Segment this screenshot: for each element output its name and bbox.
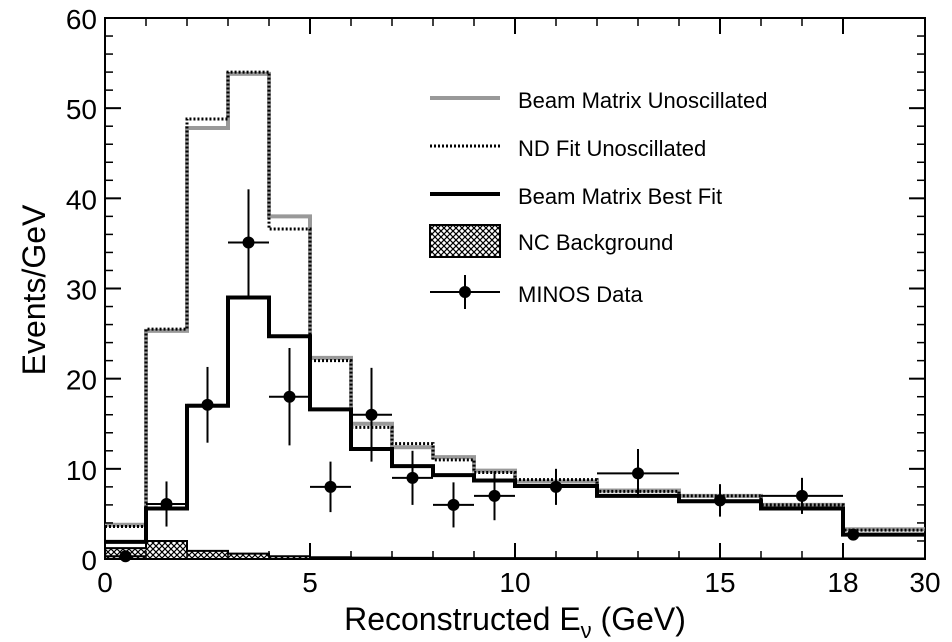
x-tick-label: 10 (499, 567, 530, 598)
data-point (406, 471, 419, 484)
y-tick-label: 0 (81, 545, 97, 576)
y-tick-label: 20 (66, 365, 97, 396)
y-axis-label: Events/GeV (16, 204, 52, 375)
y-tick-label: 10 (66, 455, 97, 486)
x-tick-label: 5 (302, 567, 318, 598)
x-tick-label: 30 (909, 567, 940, 598)
x-axis-label-main: Reconstructed E (344, 601, 581, 637)
x-axis-label-unit: (GeV) (592, 601, 686, 637)
x-axis-label-subscript: ν (581, 618, 592, 642)
legend-label-beam-matrix-unoscillated: Beam Matrix Unoscillated (518, 88, 767, 113)
data-point (550, 480, 562, 493)
data-point (632, 467, 644, 480)
y-tick-label: 30 (66, 275, 97, 306)
data-point (324, 480, 337, 493)
data-point (847, 528, 860, 541)
data-point (160, 497, 173, 510)
series-nd-fit-unoscillated (105, 70, 925, 532)
legend-label-nd-fit-unoscillated: ND Fit Unoscillated (518, 136, 706, 161)
legend: Beam Matrix Unoscillated ND Fit Unoscill… (429, 88, 767, 309)
y-tick-label: 40 (66, 184, 97, 215)
data-point (714, 494, 726, 507)
x-tick-label: 18 (827, 567, 858, 598)
data-point (201, 398, 214, 411)
data-point (242, 236, 255, 249)
data-point (119, 550, 132, 563)
x-tick-label: 0 (97, 567, 113, 598)
data-point (796, 489, 808, 502)
data-point (447, 498, 460, 511)
x-tick-label: 15 (704, 567, 735, 598)
data-point (283, 390, 296, 403)
legend-label-nc-background: NC Background (518, 230, 673, 255)
data-point (365, 408, 378, 421)
legend-swatch-minos-data-marker (459, 286, 471, 298)
legend-label-beam-matrix-best-fit: Beam Matrix Best Fit (518, 184, 722, 209)
x-axis-label: Reconstructed Eν (GeV) (344, 601, 686, 642)
y-tick-label: 50 (66, 94, 97, 125)
legend-label-minos-data: MINOS Data (518, 282, 643, 307)
data-point (488, 489, 501, 502)
y-tick-label: 60 (66, 4, 97, 35)
legend-swatch-nc-background (429, 224, 501, 258)
